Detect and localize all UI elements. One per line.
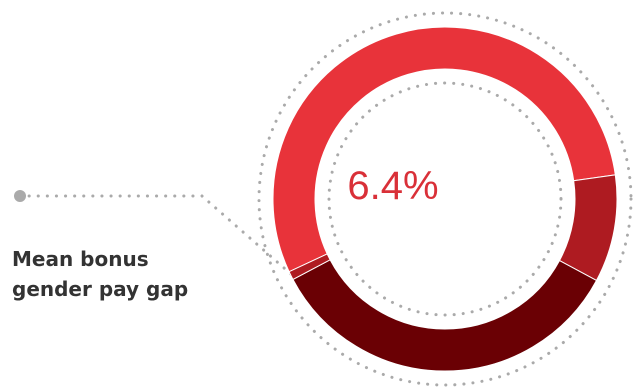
- outer-dotted-ring: [257, 11, 633, 387]
- donut-slice-4: [288, 253, 331, 281]
- metric-label-line-1: Mean bonus: [12, 247, 149, 271]
- connector-end-dot: [14, 190, 26, 202]
- connector-dotted-line: [18, 194, 302, 284]
- metric-label: Mean bonus gender pay gap: [12, 244, 188, 304]
- metric-label-line-2: gender pay gap: [12, 277, 189, 301]
- donut-segments: [272, 26, 618, 372]
- inner-dotted-ring: [327, 81, 563, 317]
- donut-slice-2: [558, 174, 618, 282]
- center-value-label: 6.4%: [347, 164, 438, 208]
- donut-slice-1: [272, 26, 616, 273]
- donut-slice-3: [292, 259, 598, 372]
- decorative-dotted-lines: [14, 11, 633, 387]
